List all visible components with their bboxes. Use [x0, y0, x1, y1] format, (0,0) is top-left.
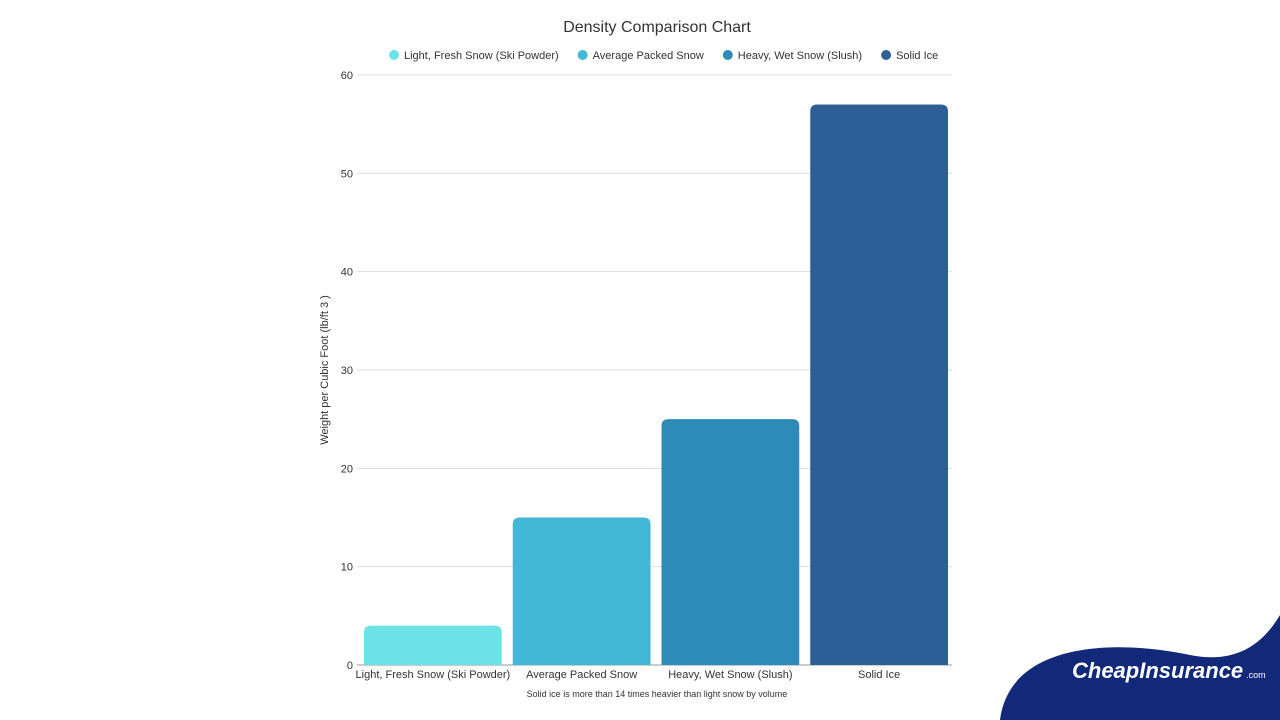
legend-label: Heavy, Wet Snow (Slush) [738, 50, 862, 62]
y-tick-label: 60 [341, 70, 353, 82]
x-tick-label: Average Packed Snow [526, 669, 637, 681]
bar [810, 104, 948, 665]
bar [661, 419, 800, 665]
svg-text:.com: .com [1246, 670, 1266, 680]
y-tick-label: 20 [341, 463, 353, 475]
x-tick-label: Light, Fresh Snow (Ski Powder) [356, 669, 511, 681]
cheapinsurance-logo: CheapInsurance .com [1000, 615, 1280, 720]
legend-label: Solid Ice [896, 50, 938, 62]
y-tick-label: 0 [347, 660, 353, 672]
chart-title: Density Comparison Chart [563, 19, 751, 36]
y-axis-label: Weight per Cubic Foot (lb/ft 3 ) [319, 295, 331, 445]
x-tick-label: Heavy, Wet Snow (Slush) [668, 669, 792, 681]
bars: Light, Fresh Snow (Ski Powder) Average Pa… [356, 104, 948, 681]
legend-label: Light, Fresh Snow (Ski Powder) [404, 50, 559, 62]
x-tick-label: Solid Ice [858, 669, 900, 681]
legend: Light, Fresh Snow (Ski Powder) Average Pa… [389, 50, 938, 62]
bar [364, 625, 502, 665]
legend-marker [881, 50, 892, 60]
y-tick-label: 30 [341, 365, 353, 377]
svg-text:CheapInsurance: CheapInsurance [1072, 658, 1243, 683]
legend-marker [577, 50, 588, 60]
legend-marker [389, 50, 399, 60]
legend-label: Average Packed Snow [593, 50, 704, 62]
y-tick-label: 10 [341, 562, 353, 574]
bar [512, 517, 651, 665]
y-tick-label: 50 [341, 168, 353, 180]
y-tick-label: 40 [341, 267, 353, 279]
legend-marker [722, 50, 733, 60]
chart-caption: Solid ice is more than 14 times heavier … [527, 689, 788, 699]
